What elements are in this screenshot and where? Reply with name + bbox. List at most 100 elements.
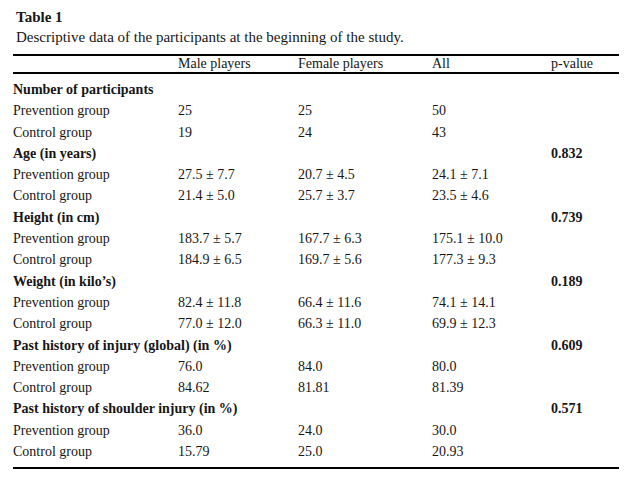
table-row: Control group 15.79 25.0 20.93 [13,441,619,468]
all-value-cell: 23.5 ± 4.6 [432,185,551,206]
p-value-cell [551,420,619,441]
table-row: Number of participants [13,73,619,100]
female-players-value-cell: 25.7 ± 3.7 [298,185,432,206]
table-row: Control group 19 24 43 [13,122,619,143]
female-players-value-cell: 167.7 ± 6.3 [298,228,432,249]
row-label-cell: Past history of shoulder injury (in %) [13,398,178,419]
row-label-cell: Height (in cm) [13,207,178,228]
p-value-cell: 0.832 [551,143,619,164]
table-row: Prevention group 27.5 ± 7.7 20.7 ± 4.5 2… [13,164,619,185]
p-value-cell [551,122,619,143]
female-players-value-cell: 25.0 [298,441,432,468]
table-row: Prevention group 25 25 50 [13,100,619,121]
male-players-value-cell: 15.79 [178,441,298,468]
male-players-value-cell: 25 [178,100,298,121]
female-players-value-cell: 81.81 [298,377,432,398]
row-label-cell: Control group [13,185,178,206]
p-value-cell: 0.189 [551,271,619,292]
col-header-male-players: Male players [178,55,298,73]
row-label-cell: Age (in years) [13,143,178,164]
all-value-cell [432,335,551,356]
row-label-cell: Control group [13,377,178,398]
p-value-cell [551,249,619,270]
row-label-cell: Control group [13,249,178,270]
female-players-value-cell: 66.3 ± 11.0 [298,313,432,334]
female-players-value-cell: 20.7 ± 4.5 [298,164,432,185]
all-value-cell: 81.39 [432,377,551,398]
table-row: Prevention group 36.0 24.0 30.0 [13,420,619,441]
p-value-cell [551,313,619,334]
all-value-cell: 50 [432,100,551,121]
p-value-cell [551,100,619,121]
male-players-value-cell: 19 [178,122,298,143]
row-label-cell: Prevention group [13,292,178,313]
male-players-value-cell [178,143,298,164]
male-players-value-cell: 82.4 ± 11.8 [178,292,298,313]
all-value-cell: 20.93 [432,441,551,468]
female-players-value-cell [298,398,432,419]
p-value-cell: 0.609 [551,335,619,356]
male-players-value-cell: 76.0 [178,356,298,377]
row-label-cell: Prevention group [13,356,178,377]
col-header-female-players: Female players [298,55,432,73]
col-header-p-value: p-value [551,55,619,73]
p-value-cell [551,164,619,185]
row-label-cell: Prevention group [13,164,178,185]
row-label-cell: Number of participants [13,73,178,100]
male-players-value-cell [178,207,298,228]
table-row: Past history of shoulder injury (in %) 0… [13,398,619,419]
table-row: Control group 21.4 ± 5.0 25.7 ± 3.7 23.5… [13,185,619,206]
row-label-cell: Control group [13,313,178,334]
all-value-cell: 30.0 [432,420,551,441]
all-value-cell: 80.0 [432,356,551,377]
row-label-cell: Control group [13,122,178,143]
p-value-cell [551,377,619,398]
paper-table-figure: Table 1 Descriptive data of the particip… [0,0,634,490]
table-row: Prevention group 183.7 ± 5.7 167.7 ± 6.3… [13,228,619,249]
female-players-value-cell [298,143,432,164]
col-header-all: All [432,55,551,73]
female-players-value-cell: 25 [298,100,432,121]
all-value-cell: 177.3 ± 9.3 [432,249,551,270]
table-row: Age (in years) 0.832 [13,143,619,164]
all-value-cell: 24.1 ± 7.1 [432,164,551,185]
female-players-value-cell [298,271,432,292]
table-row: Control group 77.0 ± 12.0 66.3 ± 11.0 69… [13,313,619,334]
row-label-cell: Past history of injury (global) (in %) [13,335,178,356]
table-row: Past history of injury (global) (in %) 0… [13,335,619,356]
female-players-value-cell: 169.7 ± 5.6 [298,249,432,270]
table-row: Control group 84.62 81.81 81.39 [13,377,619,398]
table-row: Height (in cm) 0.739 [13,207,619,228]
p-value-cell [551,73,619,100]
table-caption: Descriptive data of the participants at … [13,27,619,47]
female-players-value-cell: 84.0 [298,356,432,377]
row-label-cell: Prevention group [13,228,178,249]
col-header-rowlabel [13,55,178,73]
table-label: Table 1 [13,7,619,27]
p-value-cell [551,185,619,206]
table-row: Weight (in kilo’s) 0.189 [13,271,619,292]
row-label-cell: Control group [13,441,178,468]
male-players-value-cell: 21.4 ± 5.0 [178,185,298,206]
male-players-value-cell [178,73,298,100]
p-value-cell [551,228,619,249]
p-value-cell: 0.739 [551,207,619,228]
row-label-cell: Prevention group [13,420,178,441]
all-value-cell [432,207,551,228]
p-value-cell: 0.571 [551,398,619,419]
p-value-cell [551,292,619,313]
header-row: Male players Female players All p-value [13,55,619,73]
male-players-value-cell: 36.0 [178,420,298,441]
table-row: Prevention group 76.0 84.0 80.0 [13,356,619,377]
male-players-value-cell: 184.9 ± 6.5 [178,249,298,270]
female-players-value-cell [298,335,432,356]
descriptive-data-table: Male players Female players All p-value … [13,54,619,469]
male-players-value-cell [178,271,298,292]
all-value-cell [432,143,551,164]
female-players-value-cell [298,207,432,228]
female-players-value-cell: 66.4 ± 11.6 [298,292,432,313]
female-players-value-cell: 24 [298,122,432,143]
female-players-value-cell: 24.0 [298,420,432,441]
p-value-cell [551,441,619,468]
female-players-value-cell [298,73,432,100]
